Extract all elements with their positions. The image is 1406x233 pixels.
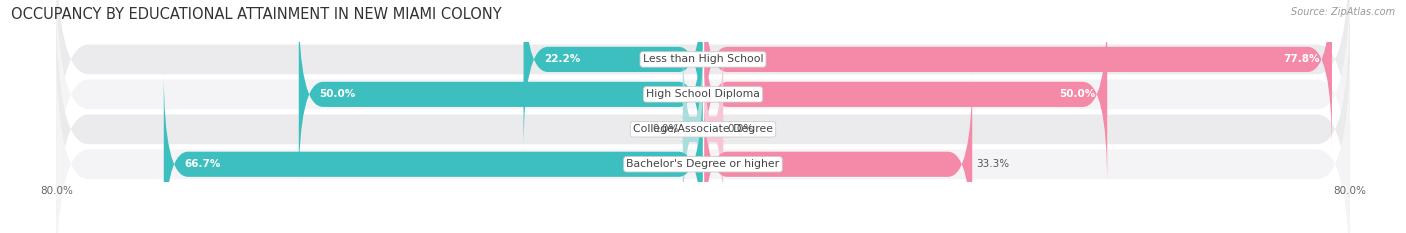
FancyBboxPatch shape bbox=[523, 0, 703, 152]
FancyBboxPatch shape bbox=[56, 0, 1350, 219]
FancyBboxPatch shape bbox=[56, 39, 1350, 233]
Text: Source: ZipAtlas.com: Source: ZipAtlas.com bbox=[1291, 7, 1395, 17]
Text: 22.2%: 22.2% bbox=[544, 55, 581, 64]
FancyBboxPatch shape bbox=[679, 37, 707, 222]
Text: OCCUPANCY BY EDUCATIONAL ATTAINMENT IN NEW MIAMI COLONY: OCCUPANCY BY EDUCATIONAL ATTAINMENT IN N… bbox=[11, 7, 502, 22]
Text: College/Associate Degree: College/Associate Degree bbox=[633, 124, 773, 134]
Text: 0.0%: 0.0% bbox=[652, 124, 679, 134]
FancyBboxPatch shape bbox=[163, 72, 703, 233]
Text: Bachelor's Degree or higher: Bachelor's Degree or higher bbox=[627, 159, 779, 169]
FancyBboxPatch shape bbox=[703, 72, 972, 233]
FancyBboxPatch shape bbox=[703, 2, 1108, 187]
Text: 77.8%: 77.8% bbox=[1284, 55, 1320, 64]
Text: 66.7%: 66.7% bbox=[184, 159, 221, 169]
FancyBboxPatch shape bbox=[298, 2, 703, 187]
FancyBboxPatch shape bbox=[703, 0, 1331, 152]
FancyBboxPatch shape bbox=[56, 0, 1350, 184]
FancyBboxPatch shape bbox=[699, 37, 727, 222]
Text: Less than High School: Less than High School bbox=[643, 55, 763, 64]
Text: 33.3%: 33.3% bbox=[976, 159, 1010, 169]
Text: 50.0%: 50.0% bbox=[1059, 89, 1095, 99]
FancyBboxPatch shape bbox=[56, 4, 1350, 233]
Text: 0.0%: 0.0% bbox=[727, 124, 754, 134]
Text: High School Diploma: High School Diploma bbox=[647, 89, 759, 99]
Text: 50.0%: 50.0% bbox=[319, 89, 356, 99]
